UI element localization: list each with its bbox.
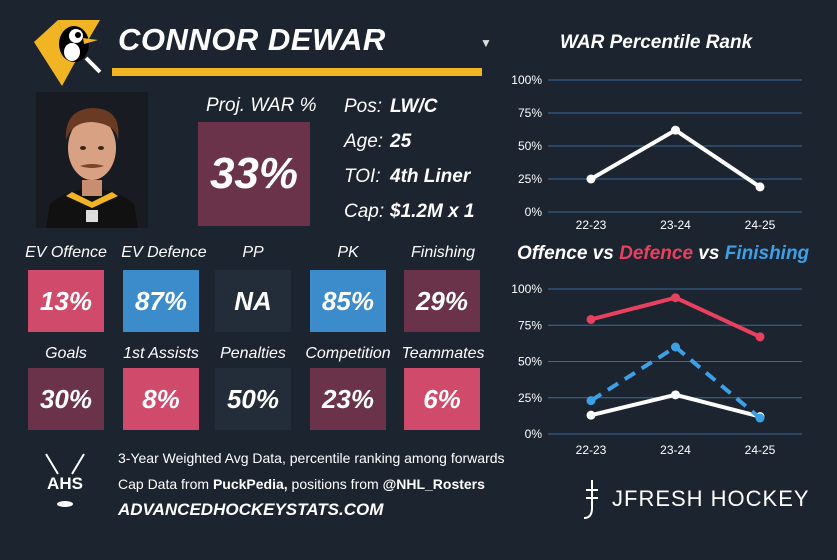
ahs-logo: AHS (30, 452, 100, 516)
data-point-war (586, 174, 596, 184)
x-tick-label: 24-25 (745, 218, 776, 232)
stat-label-goals: Goals (45, 345, 87, 362)
chevron-down-icon[interactable]: ▼ (480, 36, 492, 50)
data-point-defence (586, 314, 596, 324)
stat-value-first-assists: 8% (123, 368, 199, 430)
y-tick-label: 50% (518, 139, 542, 153)
footer-credits-prefix: Cap Data from (118, 476, 213, 492)
cap-value: $1.2M x 1 (390, 201, 475, 222)
cap-label: Cap: (344, 201, 385, 222)
series-line-war (589, 128, 762, 189)
stat-value-ev-defence: 87% (123, 270, 199, 332)
jfresh-logo (578, 478, 604, 522)
site-link[interactable]: ADVANCEDHOCKEYSTATS.COM (118, 500, 384, 519)
y-tick-label: 100% (511, 282, 542, 296)
stat-label-finishing: Finishing (410, 244, 476, 261)
proj-war-value: 33% (198, 122, 310, 226)
y-tick-label: 100% (511, 73, 542, 87)
age-value: 25 (390, 131, 412, 152)
stat-label-pk: PK (337, 244, 359, 261)
player-photo (36, 92, 148, 228)
proj-war-label: Proj. WAR % (206, 95, 317, 116)
y-tick-label: 0% (525, 205, 543, 219)
stat-value-finishing: 29% (404, 270, 480, 332)
data-point-war (671, 125, 680, 135)
age-label: Age: (344, 131, 384, 152)
data-point-war (755, 182, 765, 192)
title-underline (112, 68, 482, 76)
war-percentile-chart: 100% 75% 50% 25% 0% 22-23 23-24 24-25 (511, 73, 802, 232)
data-point-offence (586, 410, 596, 420)
chart2-title-offence: Offence (517, 243, 588, 264)
stat-label-first-assists: 1st Assists (123, 345, 199, 362)
data-point-finishing (671, 342, 680, 352)
footer-credits-mid: positions from (287, 476, 383, 492)
y-tick-label: 75% (518, 318, 542, 332)
y-tick-label: 25% (518, 172, 542, 186)
stat-value-pk: 85% (310, 270, 386, 332)
x-tick-label: 23-24 (660, 218, 691, 232)
chart1-title: WAR Percentile Rank (560, 32, 753, 53)
data-point-defence (755, 332, 765, 342)
toi-label: TOI: (344, 166, 381, 187)
x-tick-label: 22-23 (576, 443, 607, 457)
stat-value-pp: NA (215, 270, 291, 332)
footer-credits: Cap Data from PuckPedia, positions from … (118, 476, 485, 492)
data-point-finishing (586, 396, 596, 406)
puckpedia-link[interactable]: PuckPedia, (212, 476, 288, 492)
chart2-title-vs2: vs (693, 243, 725, 264)
nhl-rosters-link[interactable]: @NHL_Rosters (382, 476, 485, 492)
stat-label-ev-defence: EV Defence (121, 244, 207, 261)
stat-label-penalties: Penalties (220, 345, 286, 362)
stat-value-teammates: 6% (404, 368, 480, 430)
stat-label-competition: Competition (305, 345, 391, 362)
x-tick-label: 22-23 (576, 218, 607, 232)
footer-note: 3-Year Weighted Avg Data, percentile ran… (118, 450, 505, 466)
brand-text: JFRESH HOCKEY (612, 486, 810, 511)
offence-defence-finishing-chart: 100% 75% 50% 25% 0% 22-23 23-24 24-25 (511, 282, 802, 457)
y-tick-label: 25% (518, 391, 542, 405)
data-point-defence (671, 293, 680, 303)
data-point-offence (671, 390, 680, 400)
chart2-title: Offence vs Defence vs Finishing (517, 243, 809, 265)
y-tick-label: 75% (518, 106, 542, 120)
stat-label-teammates: Teammates (401, 345, 485, 362)
chart2-title-defence: Defence (619, 243, 694, 264)
pos-label: Pos: (344, 96, 383, 117)
ahs-logo-text: AHS (47, 474, 83, 493)
stat-label-pp: PP (242, 244, 264, 261)
chart2-title-vs1: vs (587, 243, 620, 264)
pos-value: LW/C (390, 96, 438, 117)
x-tick-label: 23-24 (660, 443, 691, 457)
series-line-defence (590, 295, 761, 339)
x-tick-label: 24-25 (745, 443, 776, 457)
stat-value-competition: 23% (310, 368, 386, 430)
team-logo (28, 14, 106, 90)
data-point-finishing (755, 413, 765, 423)
stat-value-penalties: 50% (215, 368, 291, 430)
stat-label-ev-offence: EV Offence (25, 244, 107, 261)
y-tick-label: 50% (518, 355, 542, 369)
stat-value-ev-offence: 13% (28, 270, 104, 332)
player-name: CONNOR DEWAR (118, 22, 386, 57)
toi-value: 4th Liner (390, 166, 471, 187)
y-tick-label: 0% (525, 427, 543, 441)
stat-value-goals: 30% (28, 368, 104, 430)
chart2-title-finishing: Finishing (724, 243, 810, 264)
